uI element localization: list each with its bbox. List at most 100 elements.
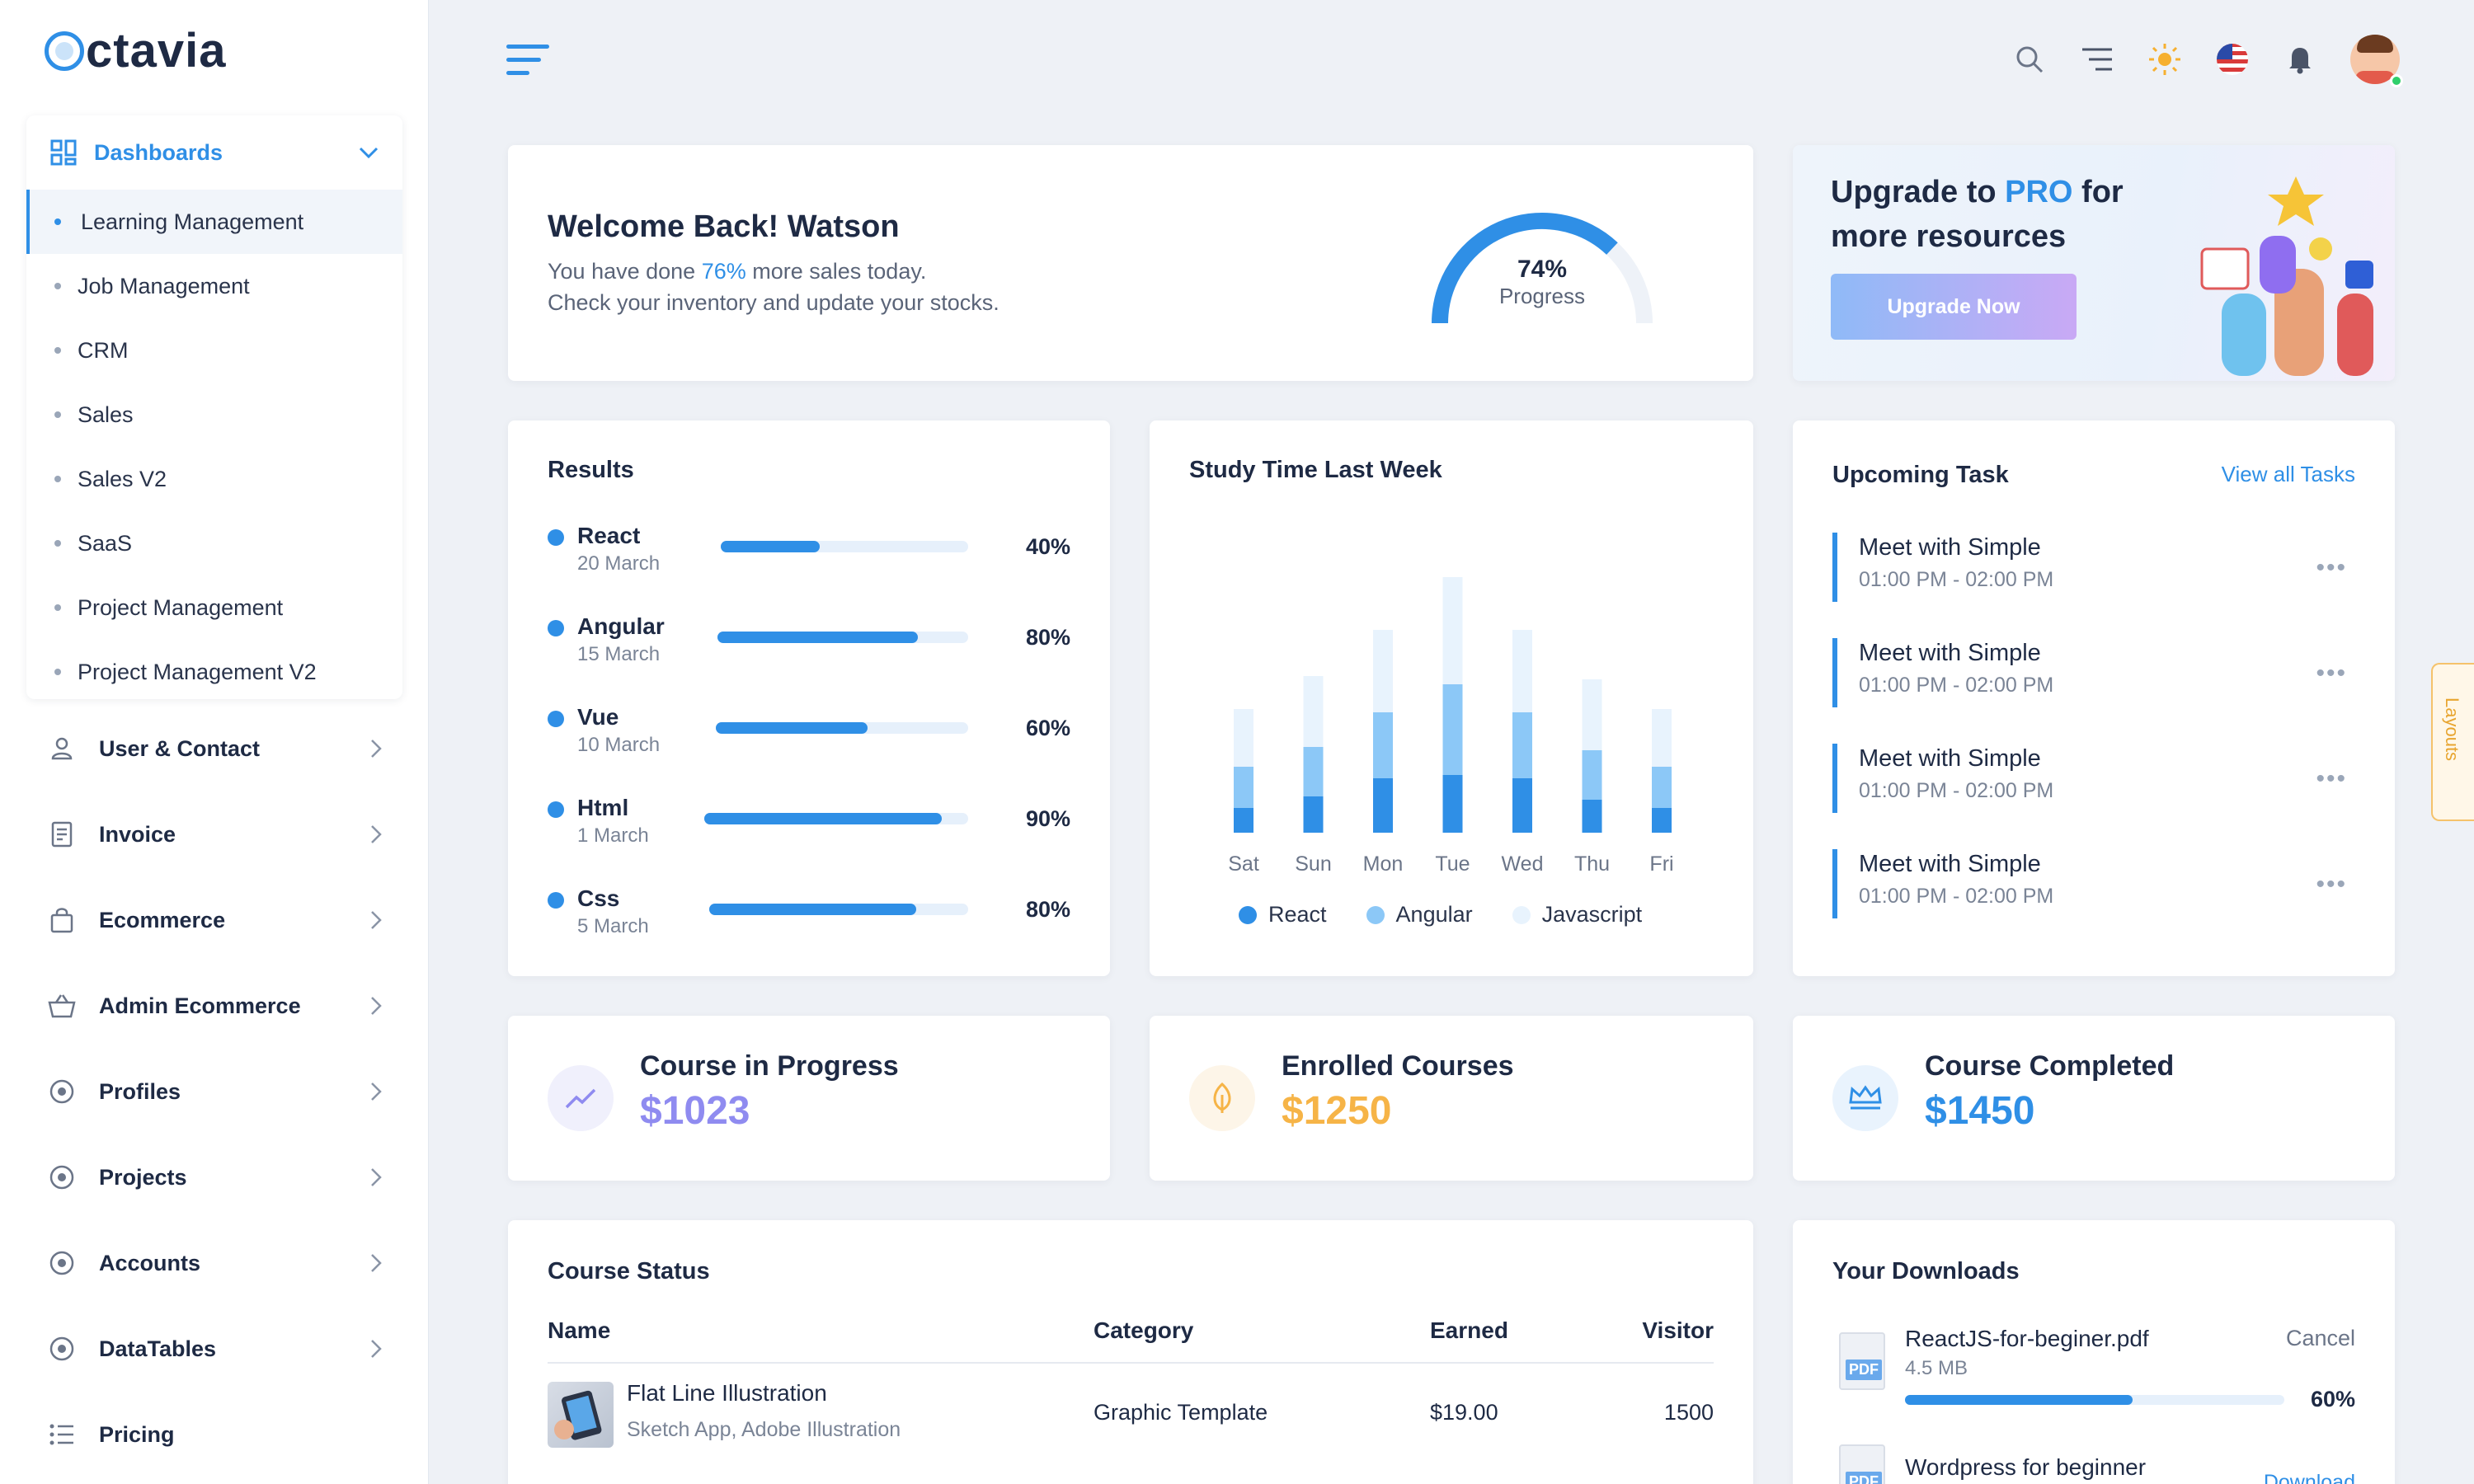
sidebar-item-project-management-v2[interactable]: Project Management V2 [26, 640, 402, 704]
dashboards-toggle[interactable]: Dashboards [26, 115, 402, 190]
sidebar-item-ecommerce[interactable]: Ecommerce [46, 895, 393, 945]
task-item[interactable]: Meet with Simple 01:00 PM - 02:00 PM ••• [1832, 849, 2360, 918]
sun-icon[interactable] [2147, 42, 2182, 77]
sidebar-item-pricing[interactable]: Pricing [46, 1410, 393, 1459]
task-time: 01:00 PM - 02:00 PM [1859, 568, 2054, 591]
bar-react-sun[interactable] [1303, 796, 1324, 833]
course-thumbnail [548, 1382, 614, 1448]
layouts-side-tab[interactable]: Layouts [2431, 663, 2474, 821]
chevron-right-icon [371, 1168, 382, 1186]
more-options-icon[interactable]: ••• [2316, 765, 2347, 792]
column-header-visitor[interactable]: Visitor [1642, 1317, 1714, 1343]
sidebar-item-user-contact[interactable]: User & Contact [46, 724, 393, 773]
more-options-icon[interactable]: ••• [2316, 660, 2347, 687]
upgrade-now-button[interactable]: Upgrade Now [1831, 274, 2077, 340]
sidebar-item-sales-v2[interactable]: Sales V2 [26, 447, 402, 511]
sidebar-item-learning-management[interactable]: Learning Management [26, 190, 402, 254]
bar-react-mon[interactable] [1373, 778, 1393, 833]
bar-react-thu[interactable] [1582, 800, 1602, 833]
bar-javascript-mon[interactable] [1373, 630, 1393, 712]
sidebar-item-admin-ecommerce[interactable]: Admin Ecommerce [46, 981, 393, 1031]
bar-angular-thu[interactable] [1582, 750, 1602, 800]
column-header-name[interactable]: Name [548, 1317, 611, 1343]
circle-icon [46, 1333, 78, 1364]
result-date: 10 March [577, 734, 661, 756]
column-header-category[interactable]: Category [1094, 1317, 1194, 1343]
pdf-file-icon: PDF [1839, 1332, 1885, 1390]
sidebar-item-profiles[interactable]: Profiles [46, 1067, 393, 1116]
downloads-title: Your Downloads [1832, 1258, 2020, 1284]
pdf-badge: PDF [1846, 1472, 1882, 1484]
bar-react-tue[interactable] [1442, 775, 1463, 833]
bar-javascript-fri[interactable] [1652, 709, 1672, 767]
bar-angular-sat[interactable] [1234, 767, 1253, 808]
sidebar-item-saas[interactable]: SaaS [26, 511, 402, 575]
task-item[interactable]: Meet with Simple 01:00 PM - 02:00 PM ••• [1832, 638, 2360, 707]
result-name: React [577, 523, 641, 548]
bar-angular-wed[interactable] [1512, 712, 1532, 778]
menu-toggle-icon[interactable] [506, 45, 553, 77]
sidebar-item-accounts[interactable]: Accounts [46, 1238, 393, 1288]
chart-legend: React Angular Javascript [1239, 902, 1642, 928]
result-percent: 80% [1025, 625, 1070, 650]
us-flag-icon[interactable] [2215, 42, 2250, 77]
bar-angular-fri[interactable] [1652, 767, 1672, 808]
bar-javascript-sun[interactable] [1303, 676, 1324, 747]
upgrade-text: Upgrade to [1831, 175, 2006, 209]
download-button[interactable]: Download [2263, 1471, 2355, 1484]
sidebar-item-crm[interactable]: CRM [26, 318, 402, 383]
bar-angular-sun[interactable] [1303, 747, 1324, 796]
legend-javascript[interactable]: Javascript [1512, 902, 1642, 928]
search-icon[interactable] [2012, 42, 2047, 77]
sidebar-item-job-management[interactable]: Job Management [26, 254, 402, 318]
upgrade-title: Upgrade to PRO for more resources [1831, 170, 2185, 259]
view-all-tasks-link[interactable]: View all Tasks [2221, 462, 2355, 486]
list-icon [46, 1419, 78, 1450]
column-header-earned[interactable]: Earned [1430, 1317, 1508, 1343]
menu-label: Projects [99, 1164, 187, 1190]
stat-course-completed: Course Completed $1450 [1793, 1016, 2395, 1181]
chevron-right-icon [371, 1340, 382, 1358]
more-options-icon[interactable]: ••• [2316, 871, 2347, 898]
task-item[interactable]: Meet with Simple 01:00 PM - 02:00 PM ••• [1832, 744, 2360, 813]
gauge-fill [1432, 213, 1618, 324]
sidebar-item-sales[interactable]: Sales [26, 383, 402, 447]
progress-gauge: 74% Progress [1427, 195, 1658, 335]
legend-label: Angular [1395, 902, 1473, 927]
menu-label: DataTables [99, 1336, 217, 1361]
bar-react-wed[interactable] [1512, 778, 1532, 833]
bar-angular-tue[interactable] [1442, 684, 1463, 775]
legend-dot [1512, 905, 1531, 924]
welcome-line-2: Check your inventory and update your sto… [548, 290, 999, 315]
menu-label: Admin Ecommerce [99, 993, 301, 1018]
more-options-icon[interactable]: ••• [2316, 554, 2347, 581]
sidebar-item-invoice[interactable]: Invoice [46, 810, 393, 859]
legend-angular[interactable]: Angular [1366, 902, 1473, 928]
dashboard-grid-icon [50, 139, 77, 166]
bar-javascript-thu[interactable] [1582, 679, 1602, 750]
sidebar-item-projects[interactable]: Projects [46, 1153, 393, 1202]
x-tick-label: Fri [1649, 852, 1673, 876]
header-actions [2012, 33, 2403, 87]
chevron-down-icon [359, 147, 379, 159]
bar-javascript-tue[interactable] [1442, 577, 1463, 684]
sidebar-item-project-management[interactable]: Project Management [26, 575, 402, 640]
user-avatar[interactable] [2350, 35, 2403, 87]
bar-javascript-wed[interactable] [1512, 630, 1532, 712]
bar-angular-mon[interactable] [1373, 712, 1393, 778]
legend-react[interactable]: React [1239, 902, 1327, 928]
task-item[interactable]: Meet with Simple 01:00 PM - 02:00 PM ••• [1832, 533, 2360, 602]
result-progress-fill [717, 632, 919, 643]
cancel-download-button[interactable]: Cancel [2285, 1326, 2355, 1350]
bar-react-fri[interactable] [1652, 808, 1672, 833]
sidebar-item-datatables[interactable]: DataTables [46, 1324, 393, 1374]
brand-logo[interactable]: ctavia [45, 23, 226, 78]
welcome-title: Welcome Back! Watson [548, 209, 900, 244]
bar-react-sat[interactable] [1234, 808, 1253, 833]
bell-icon[interactable] [2283, 42, 2317, 77]
filter-lines-icon[interactable] [2080, 42, 2114, 77]
result-progress [716, 722, 968, 734]
dashboards-label: Dashboards [94, 139, 223, 165]
result-progress [721, 541, 968, 552]
bar-javascript-sat[interactable] [1234, 709, 1253, 767]
